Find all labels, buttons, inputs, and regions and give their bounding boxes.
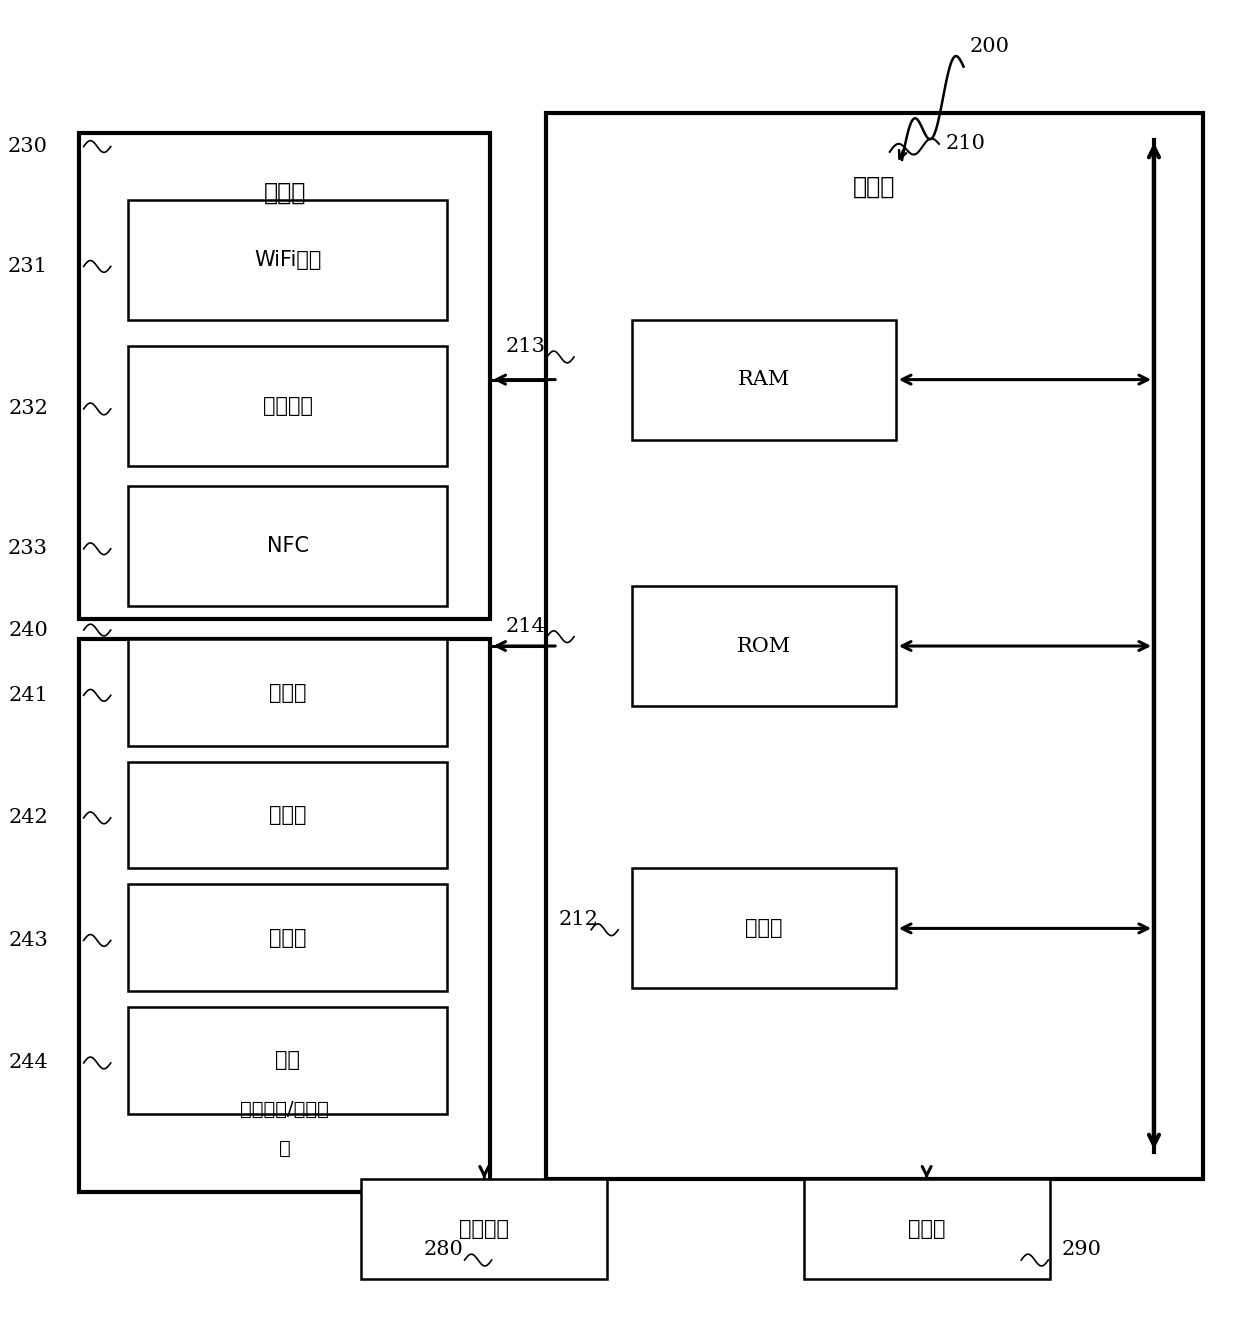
Text: 传感器: 传感器 (269, 927, 306, 948)
Text: 244: 244 (9, 1054, 48, 1072)
Text: 233: 233 (7, 539, 48, 558)
Text: 230: 230 (7, 137, 48, 156)
Bar (804, 1179, 1049, 1279)
Text: NFC: NFC (267, 535, 309, 557)
Text: 232: 232 (9, 400, 48, 418)
Text: 243: 243 (9, 931, 48, 950)
Text: 213: 213 (506, 337, 546, 356)
Text: WiFi模块: WiFi模块 (254, 249, 321, 270)
Text: 280: 280 (424, 1240, 464, 1259)
Bar (631, 320, 897, 440)
Bar (128, 884, 448, 991)
Text: 控制器: 控制器 (853, 174, 895, 198)
Bar (128, 639, 448, 746)
Bar (79, 133, 490, 619)
Text: 通信器: 通信器 (263, 181, 306, 205)
Text: 口: 口 (279, 1139, 290, 1158)
Bar (128, 346, 448, 466)
Text: 241: 241 (9, 686, 48, 705)
Text: 供电电源: 供电电源 (459, 1219, 510, 1239)
Text: ROM: ROM (737, 637, 791, 655)
Text: 用户输入/输出接: 用户输入/输出接 (241, 1100, 329, 1119)
Text: 240: 240 (9, 621, 48, 639)
Text: 按键: 按键 (275, 1050, 300, 1071)
Text: 210: 210 (945, 135, 985, 153)
Text: 231: 231 (7, 257, 48, 276)
Bar (631, 586, 897, 706)
Text: 212: 212 (559, 910, 599, 928)
Text: 麦克风: 麦克风 (269, 682, 306, 703)
Text: 242: 242 (9, 809, 48, 827)
Bar (128, 486, 448, 606)
Bar (128, 762, 448, 868)
Text: 存储器: 存储器 (908, 1219, 945, 1239)
Text: RAM: RAM (738, 370, 790, 389)
Text: 214: 214 (506, 617, 546, 635)
Bar (128, 1007, 448, 1114)
Text: 处理器: 处理器 (745, 918, 782, 939)
Text: 触摸板: 触摸板 (269, 805, 306, 826)
Text: 蓝牙模块: 蓝牙模块 (263, 396, 312, 417)
Bar (79, 639, 490, 1192)
Text: 290: 290 (1061, 1240, 1102, 1259)
Bar (546, 113, 1203, 1179)
Bar (128, 200, 448, 320)
Text: 200: 200 (970, 37, 1009, 56)
Bar (631, 868, 897, 988)
Bar (361, 1179, 608, 1279)
